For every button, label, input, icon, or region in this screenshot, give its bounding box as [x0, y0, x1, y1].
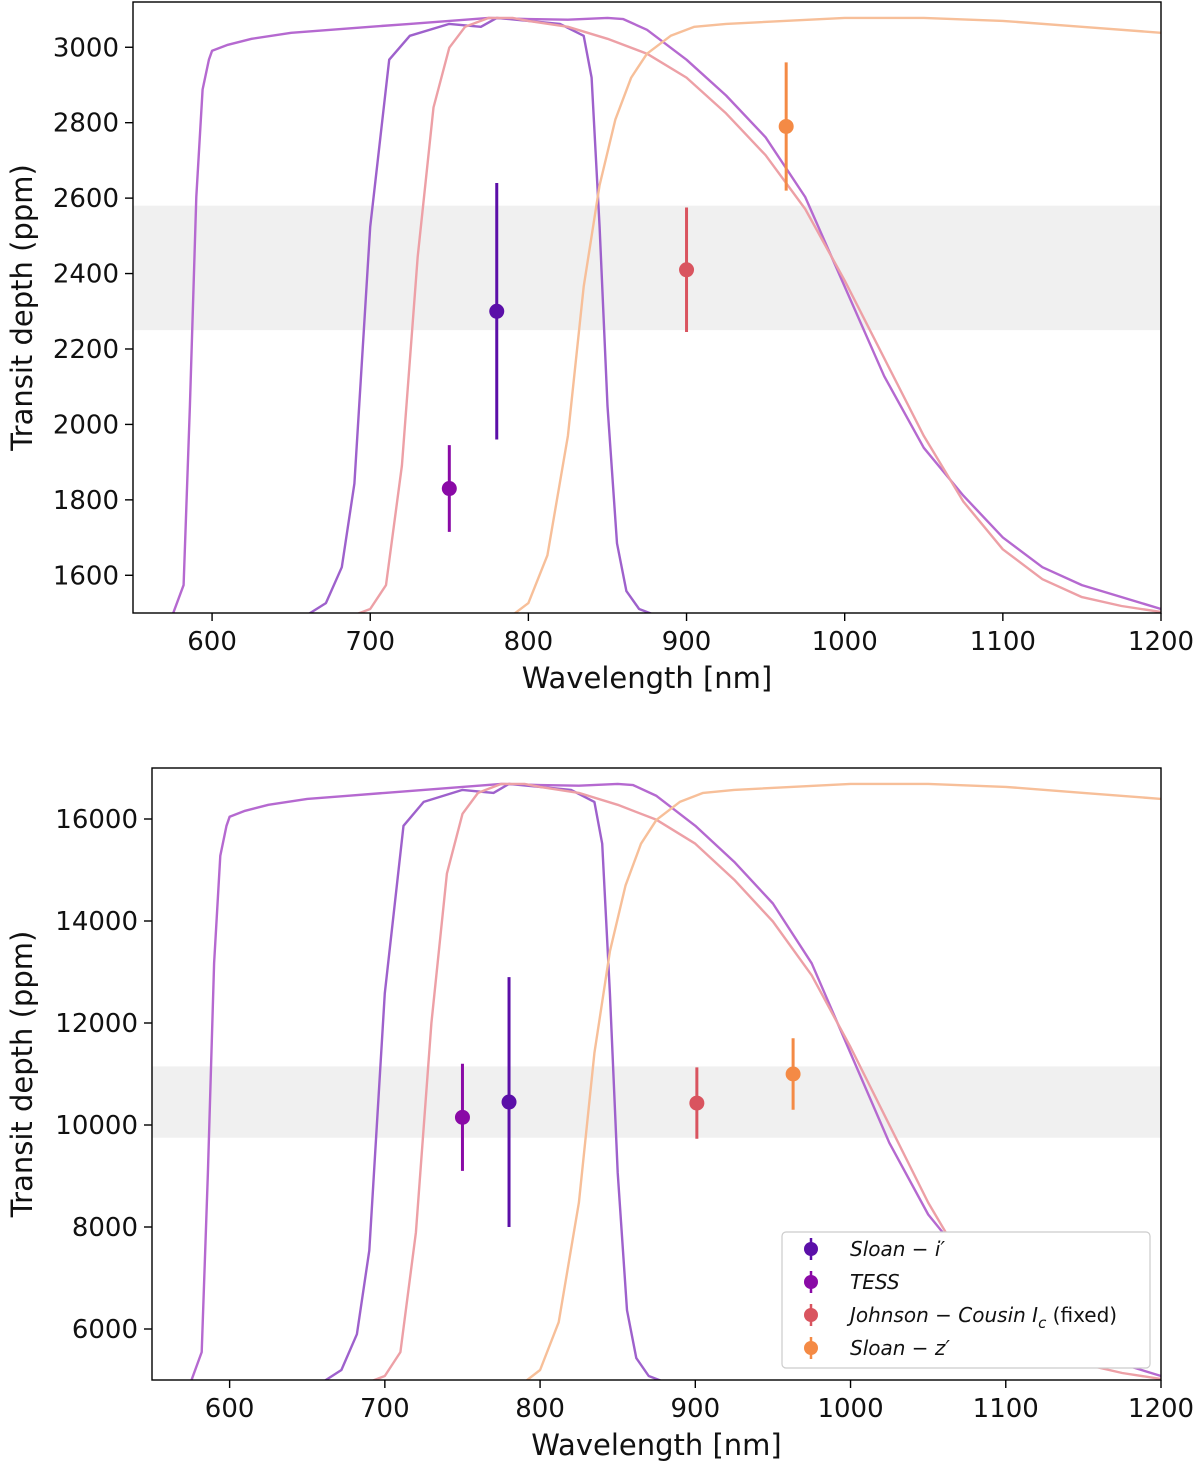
y-tick-label: 2600 — [53, 184, 119, 214]
bottom-x-ticks: 600 700 800 900 1000 1100 1200 — [205, 1380, 1194, 1424]
legend-marker — [804, 1308, 818, 1322]
top-y-axis-label: Transit depth (ppm) — [5, 164, 39, 452]
filter-curve-tess — [190, 782, 1161, 1380]
top-plot-frame — [132, 1, 1162, 614]
bottom-data-points — [454, 977, 801, 1227]
legend-entry-tess: TESS — [804, 1270, 900, 1294]
bottom-x-axis-label: Wavelength [nm] — [531, 1428, 782, 1461]
bottom-y-axis-label: Transit depth (ppm) — [5, 931, 39, 1219]
legend-label-johnson-cousin: Johnson − Cousin Ic (fixed) — [846, 1303, 1117, 1332]
data-point-sloan-i — [501, 1094, 517, 1110]
top-depth-band — [133, 205, 1161, 331]
legend-label-tess: TESS — [850, 1270, 900, 1294]
legend-label-sloan-i: Sloan − i′ — [850, 1237, 945, 1261]
bottom-plot-frame — [151, 767, 1162, 1381]
legend: Sloan − i′ TESS Johnson − Cousin Ic (fix… — [781, 1231, 1151, 1369]
top-x-ticks: 600 700 800 900 1000 1100 1200 — [187, 613, 1194, 657]
data-point-johnson-cousin-ic-fixed — [679, 262, 695, 278]
data-point-tess — [441, 481, 457, 497]
filter-curve-sloan-z- — [525, 782, 1161, 1380]
legend-marker — [804, 1341, 818, 1355]
top-data-points — [441, 62, 794, 532]
x-tick-label: 600 — [205, 1394, 255, 1424]
x-tick-label: 700 — [360, 1394, 410, 1424]
top-y-ticks: 1600 1800 2000 2200 2400 2600 2800 3000 — [53, 33, 133, 591]
depth-uncertainty-band — [152, 1066, 1161, 1138]
top-chart-panel: 600 700 800 900 1000 1100 1200 1600 1800 2000 220… — [5, 1, 1194, 695]
top-filter-curves — [171, 16, 1161, 613]
x-tick-label: 900 — [670, 1394, 720, 1424]
y-tick-label: 2200 — [53, 335, 119, 365]
x-tick-label: 700 — [345, 627, 395, 657]
y-tick-label: 10000 — [55, 1111, 138, 1141]
y-tick-label: 2400 — [53, 260, 119, 290]
filter-curve-johnson-cousin-ic — [356, 16, 1161, 613]
x-tick-label: 800 — [515, 1394, 565, 1424]
legend-entry-sloan-z: Sloan − z′ — [804, 1336, 950, 1360]
bottom-depth-band — [152, 1066, 1161, 1138]
x-tick-label: 1200 — [1128, 627, 1194, 657]
legend-label-sloan-z: Sloan − z′ — [850, 1336, 950, 1360]
top-x-axis-label: Wavelength [nm] — [522, 661, 773, 695]
y-tick-label: 12000 — [55, 1009, 138, 1039]
bottom-chart-panel: 600 700 800 900 1000 1100 1200 6000 8000 10000 12… — [5, 767, 1194, 1461]
depth-uncertainty-band — [133, 205, 1161, 331]
y-tick-label: 1800 — [53, 486, 119, 516]
x-tick-label: 1100 — [970, 627, 1036, 657]
filter-curve-sloan-z- — [513, 16, 1161, 613]
x-tick-label: 1000 — [817, 1394, 883, 1424]
x-tick-label: 1100 — [973, 1394, 1039, 1424]
data-point-tess — [454, 1109, 470, 1125]
y-tick-label: 6000 — [72, 1315, 138, 1345]
legend-entry-sloan-i: Sloan − i′ — [804, 1237, 945, 1261]
filter-curve-tess — [171, 16, 1161, 613]
y-tick-label: 14000 — [55, 907, 138, 937]
x-tick-label: 800 — [504, 627, 554, 657]
data-point-sloan-z — [778, 118, 794, 134]
data-point-sloan-z — [785, 1066, 801, 1082]
bottom-filter-curves — [190, 782, 1161, 1380]
x-tick-label: 600 — [187, 627, 237, 657]
legend-marker — [804, 1275, 818, 1289]
y-tick-label: 1600 — [53, 561, 119, 591]
bottom-y-ticks: 6000 8000 10000 12000 14000 16000 — [55, 805, 152, 1345]
y-tick-label: 8000 — [72, 1213, 138, 1243]
y-tick-label: 2000 — [53, 410, 119, 440]
legend-marker — [804, 1242, 818, 1256]
x-tick-label: 1000 — [812, 627, 878, 657]
legend-entry-johnson-cousin: Johnson − Cousin Ic (fixed) — [804, 1303, 1117, 1332]
y-tick-label: 2800 — [53, 109, 119, 139]
legend-box — [781, 1231, 1151, 1369]
y-tick-label: 16000 — [55, 805, 138, 835]
y-tick-label: 3000 — [53, 33, 119, 63]
x-tick-label: 1200 — [1128, 1394, 1194, 1424]
data-point-sloan-i — [489, 303, 505, 319]
data-point-johnson-cousin-ic-fixed — [689, 1095, 705, 1111]
x-tick-label: 900 — [662, 627, 712, 657]
